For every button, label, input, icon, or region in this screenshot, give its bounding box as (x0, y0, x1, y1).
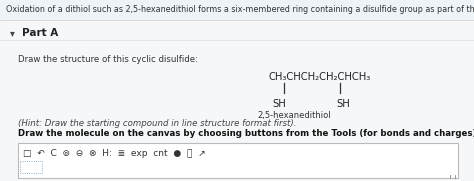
Text: ▾: ▾ (10, 28, 15, 38)
Text: (Hint: Draw the starting compound in line structure format first).: (Hint: Draw the starting compound in lin… (18, 119, 297, 127)
Bar (0, 0, 474, 20)
Text: Draw the molecule on the canvas by choosing buttons from the Tools (for bonds an: Draw the molecule on the canvas by choos… (18, 129, 474, 138)
Bar (20, 161, 42, 173)
Bar (18, 143, 458, 178)
Text: Draw the structure of this cyclic disulfide:: Draw the structure of this cyclic disulf… (18, 56, 198, 64)
Text: SH: SH (336, 99, 350, 109)
Text: CH₃CHCH₂CH₂CHCH₃: CH₃CHCH₂CH₂CHCH₃ (269, 72, 371, 82)
Text: Part A: Part A (22, 28, 58, 38)
Text: 2,5-hexanedithiol: 2,5-hexanedithiol (257, 111, 331, 120)
Text: SH: SH (272, 99, 286, 109)
Text: Oxidation of a dithiol such as 2,5-hexanedithiol forms a six-membered ring conta: Oxidation of a dithiol such as 2,5-hexan… (6, 5, 474, 14)
Text: □  ↶  C  ⊚  ⊖  ⊗  H:  ≣  exp  cnt  ●  ❓  ↗: □ ↶ C ⊚ ⊖ ⊗ H: ≣ exp cnt ● ❓ ↗ (23, 148, 206, 157)
